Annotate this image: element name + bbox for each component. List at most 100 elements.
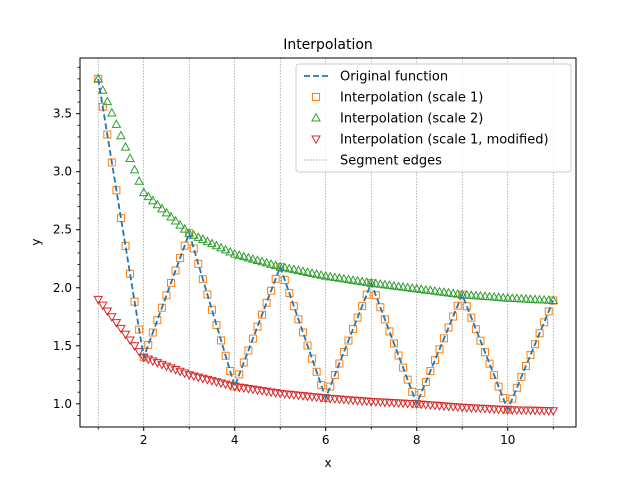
series-3-marker — [279, 262, 290, 272]
series-3-marker — [448, 288, 458, 298]
series-3-marker — [548, 295, 559, 305]
legend-label: Segment edges — [340, 154, 442, 169]
series-3-marker — [516, 293, 527, 303]
series-2-marker — [239, 358, 248, 367]
series-3-marker — [539, 294, 549, 304]
series-3-marker — [157, 203, 167, 213]
series-3-marker — [202, 236, 213, 246]
series-3-marker — [257, 256, 267, 266]
series-3-marker — [252, 255, 263, 264]
series-2-marker — [167, 278, 176, 287]
series-2-marker — [535, 329, 544, 338]
series-2-marker — [289, 302, 298, 311]
series-2-marker — [317, 380, 326, 389]
legend-label: Interpolation (scale 1, modified) — [340, 133, 549, 148]
series-2-marker — [189, 244, 198, 253]
series-2-marker — [508, 394, 517, 403]
series-3-marker — [102, 96, 113, 106]
series-2-marker — [180, 241, 189, 250]
series-3-marker — [147, 195, 158, 205]
series-2-marker — [176, 254, 185, 263]
series-2-marker — [394, 351, 403, 360]
series-2-marker — [303, 341, 312, 350]
series-3-marker — [125, 153, 135, 162]
series-3-marker — [416, 284, 427, 293]
series-3-marker — [343, 274, 354, 284]
series-4-marker — [107, 313, 117, 322]
series-2-marker — [207, 305, 216, 314]
legend: Original function Interpolation (scale 1)… — [295, 63, 572, 173]
y-tick-label: 1.0 — [53, 397, 72, 411]
series-3-marker — [525, 294, 536, 303]
series-2-marker — [221, 351, 230, 360]
series-4-marker — [548, 407, 559, 416]
series-2-marker — [380, 315, 389, 324]
series-2-marker — [371, 291, 380, 300]
series-2-marker — [280, 275, 289, 284]
series-4-marker — [116, 324, 126, 334]
series-2-marker — [471, 325, 480, 334]
series-3-marker — [366, 277, 377, 287]
series-3-marker — [352, 275, 363, 285]
series-2-marker — [212, 321, 221, 330]
series-2-marker — [467, 313, 476, 322]
series-3-marker — [207, 238, 217, 248]
series-3-marker — [329, 272, 340, 282]
series-2-marker — [203, 290, 212, 299]
series-3-marker — [480, 291, 490, 300]
series-2-marker — [148, 328, 157, 337]
series-3-marker — [493, 292, 504, 302]
series-2-marker — [403, 375, 412, 384]
series-4-marker — [111, 319, 122, 328]
series-3-marker — [289, 264, 299, 274]
series-4-marker — [93, 295, 104, 305]
y-tick-label: 3.0 — [53, 165, 72, 179]
series-3-marker — [216, 242, 226, 252]
legend-box — [295, 63, 572, 173]
y-tick-label: 2.0 — [53, 281, 72, 295]
series-4-marker — [120, 330, 131, 340]
series-2-marker — [153, 316, 162, 325]
series-3-marker — [484, 291, 495, 301]
series-3-marker — [298, 266, 308, 276]
series-2-marker — [244, 346, 253, 355]
series-2-marker — [144, 340, 153, 349]
series-2-marker — [440, 334, 449, 343]
series-3-marker — [225, 246, 236, 256]
series-3-marker — [198, 234, 208, 243]
series-2-marker — [358, 302, 367, 311]
series-3-marker — [361, 277, 372, 286]
series-3-marker — [530, 294, 540, 304]
series-2-marker — [298, 328, 307, 337]
series-3-marker — [261, 257, 272, 267]
series-3-marker — [143, 191, 154, 201]
legend-label: Original function — [340, 70, 448, 85]
series-3-marker — [380, 279, 390, 289]
series-2-marker — [194, 259, 203, 268]
series-2-marker — [540, 318, 549, 327]
legend-label: Interpolation (scale 1) — [340, 91, 483, 106]
series-3-marker — [402, 282, 413, 292]
series-2-marker — [294, 315, 303, 324]
series-2-marker — [349, 325, 358, 334]
series-3-marker — [348, 275, 358, 284]
x-tick-label: 4 — [231, 433, 239, 447]
series-3-marker — [307, 268, 317, 277]
series-3-marker — [407, 283, 418, 292]
series-2-marker — [353, 313, 362, 322]
series-3-marker — [339, 273, 349, 283]
series-3-marker — [220, 244, 231, 254]
series-2-marker — [385, 327, 394, 336]
series-3-marker — [489, 291, 499, 301]
series-3-marker — [116, 130, 126, 140]
series-2-marker — [339, 348, 348, 357]
y-axis-label: y — [29, 238, 43, 245]
series-3-marker — [475, 290, 486, 300]
series-3-marker — [398, 281, 408, 291]
x-tick-label: 2 — [140, 433, 148, 447]
series-3-marker — [457, 289, 468, 299]
series-2-marker — [308, 354, 317, 363]
series-3-marker — [179, 223, 190, 233]
series-2-marker — [312, 367, 321, 376]
